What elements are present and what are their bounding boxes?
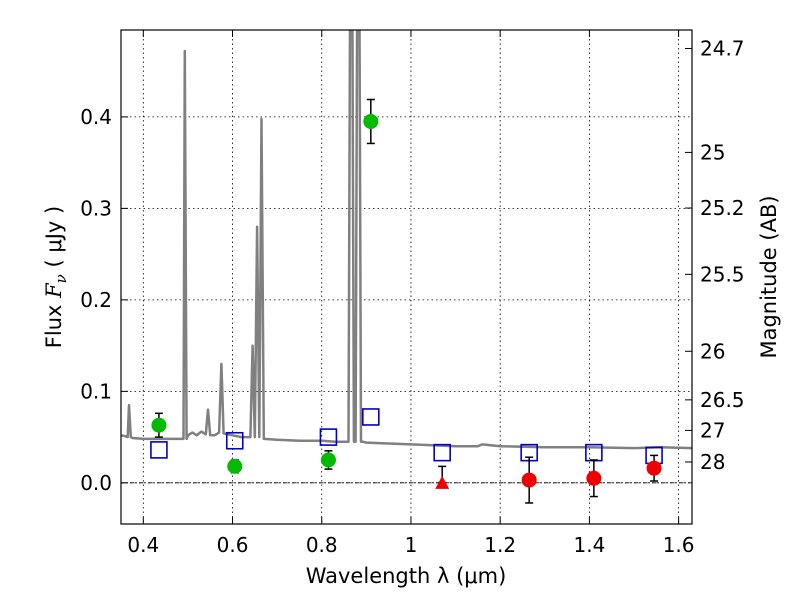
observed-point <box>521 472 537 488</box>
y2-tick-label: 27 <box>700 418 725 442</box>
y-axis-label: Flux Fν ( μJy ) <box>42 206 70 348</box>
model-point <box>362 408 380 426</box>
x-tick-label: 0.8 <box>306 533 338 557</box>
y2-tick-label: 26 <box>700 339 725 363</box>
observed-point <box>646 460 662 476</box>
spectrum-line <box>121 30 692 450</box>
model-point <box>150 441 168 459</box>
upper-limit-marker <box>435 475 450 489</box>
y-axis-label-subscript: ν <box>52 274 70 283</box>
y-axis-label-unit: ( μJy ) <box>42 206 66 274</box>
x-tick-label: 0.4 <box>127 533 159 557</box>
y-tick-label: 0.3 <box>80 196 112 220</box>
y-tick-label: 0.1 <box>80 379 112 403</box>
y2-tick-label: 25.5 <box>700 262 745 286</box>
observed-point <box>227 458 243 474</box>
y2-tick-label: 25.2 <box>700 196 745 220</box>
grid <box>121 30 692 524</box>
x-tick-label: 1.4 <box>573 533 605 557</box>
model-point <box>433 443 451 462</box>
plot-background <box>121 30 692 524</box>
model-point <box>225 431 244 450</box>
y-tick-label: 0.2 <box>80 288 112 312</box>
observed-point <box>363 113 379 129</box>
y2-tick-label: 25 <box>700 140 725 164</box>
y2-tick-label: 28 <box>700 450 725 474</box>
observed-point <box>151 417 167 433</box>
y-tick-label: 0.4 <box>80 105 112 129</box>
axis-ticks: 0.4 0.6 0.8 1 1.2 1.4 1.6 0.0 0.1 0.2 0.3 0.4 24.7 25… <box>80 30 745 557</box>
observed-point <box>320 452 336 468</box>
y-tick-label: 0.0 <box>80 471 112 495</box>
y2-tick-label: 24.7 <box>700 36 745 60</box>
y-axis-label-symbol: F <box>42 282 66 299</box>
x-tick-label: 1.6 <box>663 533 695 557</box>
x-tick-label: 0.6 <box>217 533 249 557</box>
x-axis-label: Wavelength λ (μm) <box>306 564 507 588</box>
x-tick-label: 1 <box>405 533 418 557</box>
y-axis-label-prefix: Flux <box>42 298 66 348</box>
x-tick-label: 1.2 <box>484 533 516 557</box>
y2-tick-label: 26.5 <box>700 388 745 412</box>
plot-frame <box>120 29 693 525</box>
model-point <box>319 428 338 446</box>
observed-point <box>586 470 602 486</box>
data-layer <box>121 30 692 504</box>
y2-axis-label: Magnitude (AB) <box>757 195 781 358</box>
